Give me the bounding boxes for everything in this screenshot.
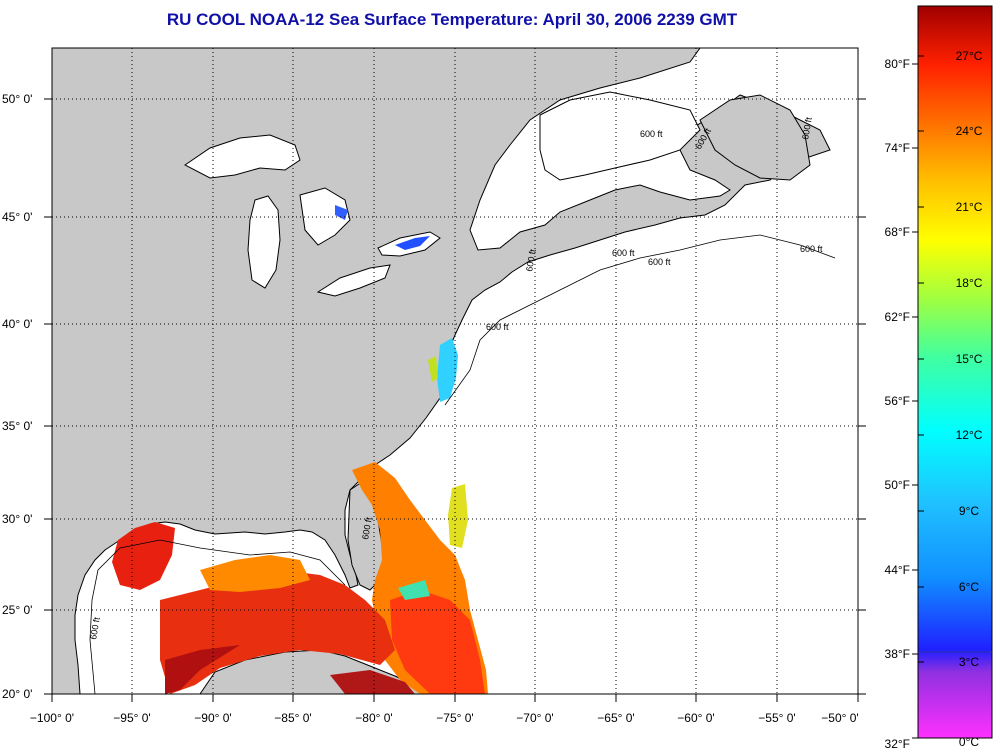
offshore-yellow-sst bbox=[448, 484, 468, 548]
lat-label: 30° 0' bbox=[2, 512, 32, 526]
colorbar-f-label: 56°F bbox=[885, 394, 910, 408]
lat-label: 45° 0' bbox=[2, 210, 32, 224]
isobath-line-gulf bbox=[89, 539, 346, 694]
colorbar-c-label: 21°C bbox=[956, 200, 983, 214]
colorbar-gradient bbox=[917, 5, 993, 739]
lake-superior bbox=[184, 134, 301, 179]
lat-label: 40° 0' bbox=[2, 317, 32, 331]
newfoundland bbox=[699, 94, 811, 181]
colorbar-c-label: 0°C bbox=[959, 735, 979, 749]
colorbar-c-label: 6°C bbox=[959, 580, 979, 594]
isobath-label: 600 ft bbox=[360, 516, 374, 540]
texas-sst bbox=[112, 522, 175, 590]
colorbar-f-label: 74°F bbox=[885, 141, 910, 155]
bahamas-sst bbox=[390, 590, 485, 694]
gulf-dark-sst bbox=[165, 645, 240, 694]
isobath-label: 600 ft bbox=[648, 257, 671, 267]
colorbar-f-label: 44°F bbox=[885, 563, 910, 577]
axis-ticks bbox=[44, 98, 866, 702]
lon-label: −50° 0' bbox=[821, 711, 858, 725]
chesapeake-sst bbox=[428, 356, 438, 382]
lon-label: −75° 0' bbox=[436, 711, 473, 725]
lake-michigan bbox=[247, 195, 281, 289]
colorbar-c-label: 12°C bbox=[956, 428, 983, 442]
colorbar-c-label: 9°C bbox=[959, 504, 979, 518]
gulf-orange-sst bbox=[200, 555, 310, 592]
lat-label: 20° 0' bbox=[2, 687, 32, 701]
isobath-label: 600 ft bbox=[612, 248, 635, 258]
isobath-label: 600 ft bbox=[640, 129, 663, 139]
colorbar-f-label: 38°F bbox=[885, 647, 910, 661]
isobath-label: 600 ft bbox=[800, 244, 823, 254]
colorbar-c-label: 24°C bbox=[956, 124, 983, 138]
lake-erie bbox=[316, 264, 391, 297]
map-plot-area: 600 ft 600 ft 600 ft 600 ft 600 ft 600 f… bbox=[52, 48, 858, 694]
cyan-patch-sst bbox=[398, 580, 430, 600]
map-title: RU COOL NOAA-12 Sea Surface Temperature:… bbox=[166, 10, 738, 29]
lake-ontario-sst bbox=[395, 236, 430, 250]
lon-label: −90° 0' bbox=[194, 711, 231, 725]
lon-label: −60° 0' bbox=[677, 711, 714, 725]
lon-label: −55° 0' bbox=[758, 711, 795, 725]
colorbar-f-label: 50°F bbox=[885, 478, 910, 492]
colorbar-f-label: 32°F bbox=[885, 737, 910, 751]
lon-label: −85° 0' bbox=[274, 711, 311, 725]
isobath-label: 600 ft bbox=[524, 248, 538, 272]
lat-label: 25° 0' bbox=[2, 603, 32, 617]
lon-label: −70° 0' bbox=[516, 711, 553, 725]
lat-label: 50° 0' bbox=[2, 92, 32, 106]
colorbar-f-label: 80°F bbox=[885, 57, 910, 71]
colorbar-c-label: 27°C bbox=[956, 49, 983, 63]
lat-label: 35° 0' bbox=[2, 419, 32, 433]
lake-huron-sst bbox=[335, 205, 348, 220]
gulf-st-lawrence bbox=[539, 91, 701, 181]
cuba-north-sst bbox=[330, 670, 415, 694]
colorbar-f-label: 62°F bbox=[885, 310, 910, 324]
colorbar: 80°F 74°F 68°F 62°F 56°F 50°F 44°F 38°F … bbox=[885, 5, 993, 751]
colorbar-c-label: 18°C bbox=[956, 276, 983, 290]
lon-label: −80° 0' bbox=[355, 711, 392, 725]
lon-label: −65° 0' bbox=[597, 711, 634, 725]
colorbar-c-label: 15°C bbox=[956, 352, 983, 366]
isobath-label: 600 ft bbox=[486, 322, 509, 332]
lon-label: −100° 0' bbox=[30, 711, 74, 725]
lon-label: −95° 0' bbox=[113, 711, 150, 725]
colorbar-f-label: 68°F bbox=[885, 225, 910, 239]
mid-atlantic-sst bbox=[437, 338, 458, 402]
isobath-label: 600 ft bbox=[88, 616, 102, 640]
gulf-sst bbox=[160, 570, 395, 694]
colorbar-c-label: 3°C bbox=[959, 655, 979, 669]
isobath-label: 600 ft bbox=[800, 116, 814, 140]
isobath-line bbox=[444, 234, 836, 406]
